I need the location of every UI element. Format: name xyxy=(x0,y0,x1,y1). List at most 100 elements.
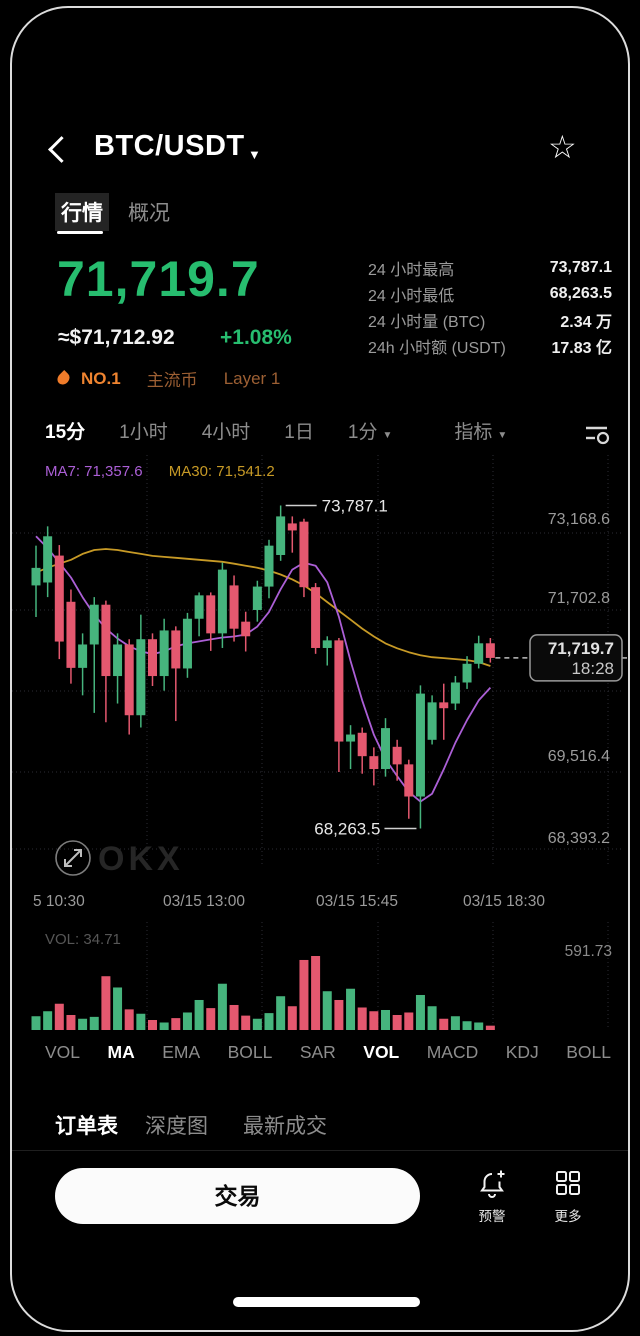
volume-bar xyxy=(54,1003,64,1030)
volume-bar xyxy=(392,1014,402,1030)
rank-badge[interactable]: NO.1 xyxy=(81,368,121,388)
candle-body xyxy=(89,604,99,645)
volume-bar xyxy=(124,1009,134,1030)
ind-macd[interactable]: MACD xyxy=(426,1042,479,1062)
candle-body xyxy=(276,516,286,555)
ind-vol-main[interactable]: VOL xyxy=(45,1042,81,1062)
candle-body xyxy=(229,585,239,629)
ma7-label: MA7: 71,357.6 xyxy=(45,463,143,480)
candle-body xyxy=(124,644,134,716)
alert-label: 预警 xyxy=(478,1209,506,1224)
main-chart-svg[interactable]: 73,787.1 68,263.5 73,168.6 71,702.8 69,516.4… xyxy=(12,455,628,890)
candle-body xyxy=(241,621,251,637)
favorite-star-icon[interactable]: ☆ xyxy=(548,129,577,165)
volume-bar xyxy=(346,988,356,1030)
current-price-value: 71,719.7 xyxy=(548,639,614,658)
volume-axis-max: 591.73 xyxy=(565,943,612,960)
volume-bar xyxy=(206,1008,216,1030)
tf-1h[interactable]: 1小时 xyxy=(119,422,168,443)
volume-bar xyxy=(194,999,204,1030)
candle-body xyxy=(334,640,344,742)
volume-bar xyxy=(217,983,227,1030)
volume-bar xyxy=(241,1015,251,1030)
x-label: 03/15 13:00 xyxy=(163,893,245,910)
low-marker-label: 68,263.5 xyxy=(314,819,380,838)
ind-sar[interactable]: SAR xyxy=(299,1042,336,1062)
expand-icon[interactable] xyxy=(55,840,91,876)
more-label: 更多 xyxy=(554,1209,582,1224)
flame-icon xyxy=(55,370,72,387)
stat-row: 24 小时最低 68,263.5 xyxy=(368,281,612,307)
candle-body xyxy=(148,639,157,677)
ind-vol-sub[interactable]: VOL xyxy=(363,1042,400,1062)
tab-orderbook[interactable]: 订单表 xyxy=(55,1115,118,1138)
tag-mainstream[interactable]: 主流币 xyxy=(146,371,198,390)
ind-kdj[interactable]: KDJ xyxy=(505,1042,539,1062)
badge-row: NO.1 主流币 Layer 1 xyxy=(55,366,281,391)
volume-bar xyxy=(381,1009,390,1030)
stat-value: 68,263.5 xyxy=(549,285,612,302)
candle-body xyxy=(392,746,402,765)
volume-bar xyxy=(450,1016,460,1030)
tf-1d[interactable]: 1日 xyxy=(284,422,314,443)
tab-trades[interactable]: 最新成交 xyxy=(243,1115,327,1138)
candle-body xyxy=(299,521,309,588)
candle-body xyxy=(78,644,88,668)
x-label: 5 10:30 xyxy=(33,893,85,910)
stat-label: 24 小时最低 xyxy=(368,288,455,305)
volume-bar xyxy=(474,1022,484,1030)
volume-bar xyxy=(299,959,309,1030)
volume-bar xyxy=(415,994,425,1030)
candle-body xyxy=(369,756,379,770)
home-indicator[interactable] xyxy=(233,1297,420,1307)
tab-market-underline xyxy=(57,231,103,234)
pair-title[interactable]: BTC/USDT xyxy=(94,130,245,162)
back-icon[interactable] xyxy=(48,136,75,163)
tab-market[interactable]: 行情 xyxy=(55,193,109,231)
y-axis-label: 71,702.8 xyxy=(548,590,610,607)
indicator-menu[interactable]: 指标 ▼ xyxy=(454,422,508,443)
volume-bar xyxy=(182,1012,192,1030)
candle-body xyxy=(404,764,414,797)
y-axis-label: 69,516.4 xyxy=(548,748,610,765)
high-marker-label: 73,787.1 xyxy=(322,496,388,515)
current-price-time: 18:28 xyxy=(571,659,614,678)
more-action[interactable]: 更多 xyxy=(536,1168,600,1225)
volume-bar xyxy=(485,1025,495,1030)
alert-action[interactable]: 预警 xyxy=(460,1168,524,1225)
tf-4h[interactable]: 4小时 xyxy=(201,422,251,443)
tf-dropdown[interactable]: 1分 ▼ xyxy=(347,422,393,443)
ind-boll2[interactable]: BOLL xyxy=(566,1042,611,1062)
candle-body xyxy=(31,567,41,586)
ind-ma[interactable]: MA xyxy=(107,1042,135,1062)
volume-bar xyxy=(66,1014,76,1030)
volume-bar xyxy=(43,1011,53,1030)
stat-label: 24 小时量 (BTC) xyxy=(368,314,486,331)
volume-bar xyxy=(322,991,332,1030)
volume-bar xyxy=(101,976,111,1030)
current-price-box xyxy=(529,634,623,682)
candle-body xyxy=(462,663,472,683)
ind-boll[interactable]: BOLL xyxy=(227,1042,273,1062)
tag-layer1[interactable]: Layer 1 xyxy=(223,368,281,388)
okx-watermark: OKX xyxy=(98,840,184,878)
trade-button[interactable]: 交易 xyxy=(55,1168,420,1224)
candle-body xyxy=(311,587,321,648)
pair-dropdown-icon[interactable]: ▼ xyxy=(248,147,261,162)
volume-header: VOL: 34.71 xyxy=(45,931,121,948)
usd-price: ≈$71,712.92 xyxy=(58,326,175,349)
tf-15m[interactable]: 15分 xyxy=(45,422,86,443)
stat-row: 24 小时量 (BTC) 2.34 万 xyxy=(368,307,612,333)
volume-chart-svg[interactable]: VOL: 34.71 591.73 xyxy=(12,922,628,1034)
tab-depth[interactable]: 深度图 xyxy=(145,1115,208,1138)
tab-overview[interactable]: 概况 xyxy=(128,202,170,225)
x-label: 03/15 18:30 xyxy=(463,893,545,910)
volume-bar xyxy=(357,1007,367,1030)
volume-bar xyxy=(252,1018,262,1030)
timeframe-row: 15分 1小时 4小时 1日 1分 ▼ 指标 ▼ xyxy=(45,417,595,444)
candle-body xyxy=(415,693,425,797)
ind-ema[interactable]: EMA xyxy=(162,1042,201,1062)
indicator-settings-icon[interactable] xyxy=(580,420,612,448)
candle-body xyxy=(136,639,146,716)
candle-body xyxy=(194,595,204,619)
